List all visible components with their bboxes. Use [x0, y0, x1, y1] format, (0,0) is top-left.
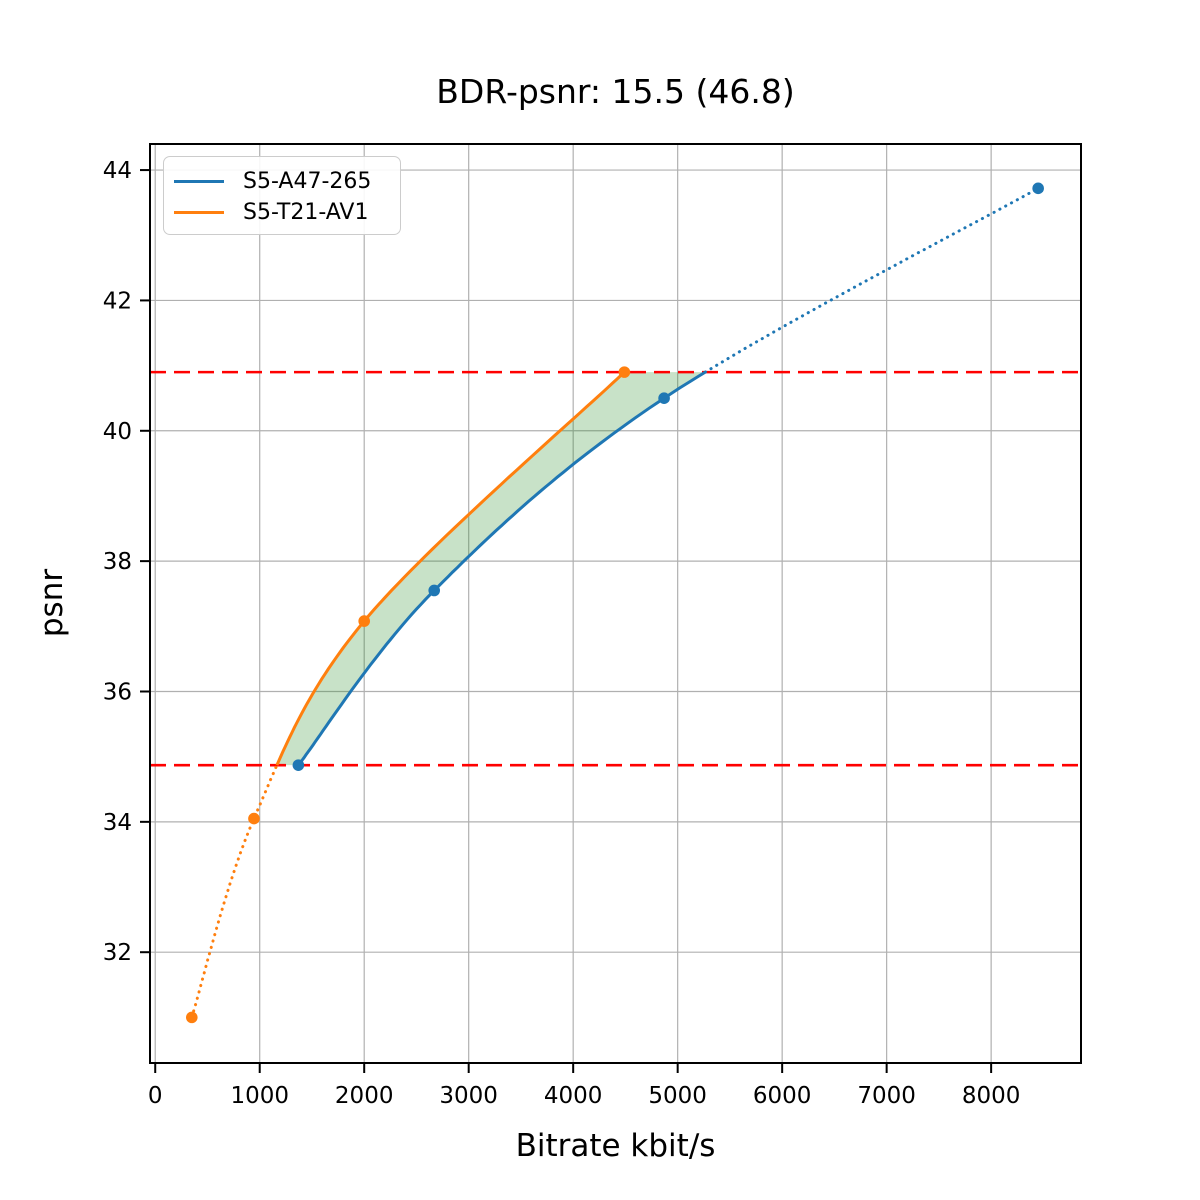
- y-axis-label: psnr: [34, 568, 70, 638]
- x-tick-label: 7000: [857, 1083, 916, 1109]
- y-tick-label: 40: [103, 419, 132, 445]
- x-tick-label: 4000: [544, 1083, 603, 1109]
- x-tick-label: 6000: [753, 1083, 812, 1109]
- legend-line-sample: [174, 211, 224, 214]
- x-tick-label: 2000: [335, 1083, 394, 1109]
- x-tick-label: 8000: [962, 1083, 1021, 1109]
- legend-item: S5-A47-265: [174, 166, 400, 197]
- legend-item: S5-T21-AV1: [174, 197, 400, 228]
- legend-label: S5-A47-265: [243, 169, 372, 194]
- legend: S5-A47-265 S5-T21-AV1: [163, 156, 401, 235]
- legend-label: S5-T21-AV1: [243, 200, 369, 225]
- y-tick-label: 32: [103, 940, 132, 966]
- chart-title: BDR-psnr: 15.5 (46.8): [436, 72, 795, 111]
- x-tick-label: 3000: [439, 1083, 498, 1109]
- y-tick-label: 44: [103, 158, 132, 184]
- y-tick-label: 38: [103, 549, 132, 575]
- y-tick-label: 42: [103, 288, 132, 314]
- y-tick-label: 36: [103, 679, 132, 705]
- x-tick-label: 5000: [648, 1083, 707, 1109]
- x-tick-label: 0: [148, 1083, 163, 1109]
- x-tick-label: 1000: [230, 1083, 289, 1109]
- x-axis-label: Bitrate kbit/s: [515, 1128, 716, 1164]
- legend-line-sample: [174, 180, 224, 183]
- y-tick-label: 34: [103, 810, 132, 836]
